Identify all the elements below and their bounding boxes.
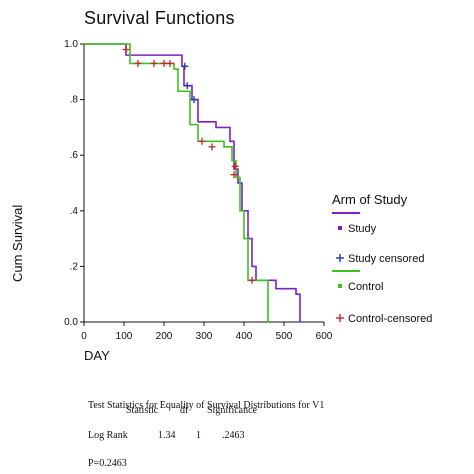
x-axis-title: DAY <box>84 348 110 363</box>
y-tick-label: .4 <box>70 206 79 217</box>
series-line-control <box>84 43 269 323</box>
censored-mark-study <box>181 62 189 70</box>
x-tick-label: 400 <box>236 331 253 342</box>
series-layer <box>84 43 301 323</box>
censored-mark-control <box>134 59 142 67</box>
p-value: P=0.2463 <box>88 458 127 469</box>
censored-mark-control <box>166 59 174 67</box>
legend-marker <box>338 284 342 288</box>
censored-mark-control <box>198 137 206 145</box>
y-tick-label: 0.0 <box>64 317 78 328</box>
x-tick-label: 600 <box>316 331 333 342</box>
censored-mark-control <box>122 46 130 54</box>
legend-label: Control <box>348 281 383 293</box>
y-tick-label: .6 <box>70 150 79 161</box>
y-tick-label: .8 <box>70 95 79 106</box>
stats-value-statistic: 1.34 <box>158 430 176 441</box>
legend-label: Control-censored <box>348 313 432 325</box>
censored-mark-control <box>150 59 158 67</box>
stats-header-statistic: Statistic <box>126 405 159 416</box>
chart-title: Survival Functions <box>84 8 235 28</box>
censored-mark-control <box>248 276 256 284</box>
legend-censor-marker <box>336 314 344 322</box>
legend-label: Study <box>348 223 377 235</box>
censored-mark-control <box>160 59 168 67</box>
legend: Study Study censored Control Control-censor… <box>332 212 432 325</box>
stats-row-label: Log Rank <box>88 430 128 441</box>
y-axis-title: Cum Survival <box>10 205 25 282</box>
y-ticks: 0.0 .2 .4 .6 .8 1.0 <box>64 39 84 328</box>
legend-label: Study censored <box>348 253 424 265</box>
censored-mark-control <box>230 171 238 179</box>
legend-marker <box>338 226 342 230</box>
x-tick-label: 300 <box>196 331 213 342</box>
stats-header-significance: Significance <box>207 405 257 416</box>
x-tick-label: 0 <box>81 331 87 342</box>
legend-title: Arm of Study <box>332 192 408 207</box>
x-tick-label: 500 <box>276 331 293 342</box>
stats-row: Log Rank 1.34 1 .2463 <box>88 428 388 458</box>
censored-mark-study <box>183 82 191 90</box>
stats-title: Test Statistics for Equality of Survival… <box>88 400 325 411</box>
y-tick-label: .2 <box>70 261 79 272</box>
y-tick-label: 1.0 <box>64 39 78 50</box>
stats-value-significance: .2463 <box>222 430 245 441</box>
censored-mark-control <box>208 143 216 151</box>
x-tick-label: 200 <box>156 331 173 342</box>
stats-value-df: 1 <box>196 430 201 441</box>
censored-mark-study <box>190 96 198 104</box>
legend-censor-marker <box>336 254 344 262</box>
stats-header-df: df <box>180 405 189 416</box>
censored-mark-control <box>231 162 239 170</box>
x-ticks: 0 100 200 300 400 500 600 <box>81 322 333 342</box>
x-tick-label: 100 <box>116 331 133 342</box>
